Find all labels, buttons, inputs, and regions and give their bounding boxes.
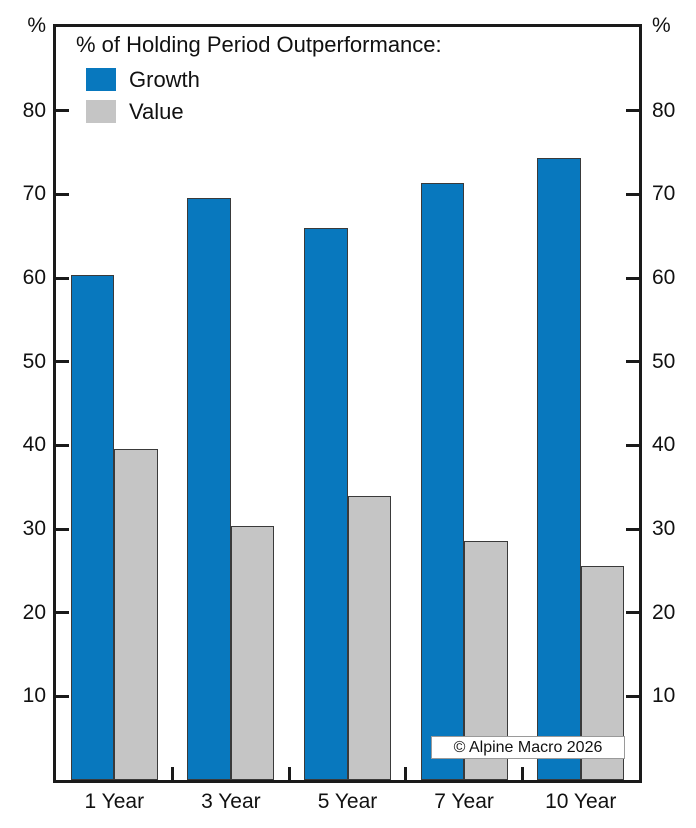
right-axis-label-70: 70	[652, 182, 676, 206]
category-label-7-year: 7 Year	[434, 790, 494, 813]
category-label-10-year: 10 Year	[545, 790, 617, 813]
left-axis-unit-label: %	[27, 14, 46, 37]
category-separator-tick-2	[287, 767, 291, 780]
left-axis-tick-10	[56, 694, 69, 698]
copyright-watermark: © Alpine Macro 2026	[431, 736, 625, 759]
left-axis-tick-30	[56, 527, 69, 531]
value-legend-label: Value	[129, 99, 184, 124]
left-axis-label-30: 30	[22, 517, 46, 540]
growth-legend-label: Growth	[129, 67, 200, 92]
chart-title: % of Holding Period Outperformance:	[76, 32, 442, 57]
left-axis-label-70: 70	[22, 182, 46, 206]
growth-bar-5-year	[304, 227, 348, 780]
category-separator-tick-4	[520, 767, 524, 780]
left-axis-label-20: 20	[22, 600, 46, 624]
right-axis-tick-50	[626, 360, 639, 364]
right-axis-tick-30	[626, 527, 639, 531]
right-axis-label-30: 30	[652, 517, 676, 540]
value-bar-5-year	[347, 495, 391, 780]
left-axis-tick-40	[56, 443, 69, 447]
left-axis-tick-70	[56, 192, 69, 196]
right-axis-label-60: 60	[652, 266, 676, 289]
growth-legend-swatch	[86, 68, 116, 91]
right-axis-unit-label: %	[652, 14, 671, 37]
growth-bar-1-year	[70, 274, 115, 780]
left-axis-tick-20	[56, 611, 69, 615]
left-axis-label-50: 50	[22, 349, 46, 373]
legend: % of Holding Period Outperformance: Grow…	[76, 32, 546, 123]
category-separator-tick-3	[404, 767, 408, 780]
left-axis-tick-60	[56, 276, 69, 280]
legend-item-value: Value	[86, 100, 184, 123]
right-axis-label-80: 80	[652, 98, 676, 122]
growth-bar-3-year	[187, 197, 231, 780]
right-axis-tick-70	[626, 192, 639, 196]
value-bar-1-year	[114, 448, 158, 780]
category-separator-tick-1	[171, 767, 175, 780]
left-axis-tick-80	[56, 109, 69, 113]
right-axis-tick-10	[626, 694, 639, 698]
left-axis-label-80: 80	[22, 98, 46, 122]
left-axis-tick-50	[56, 360, 69, 364]
right-axis-tick-60	[626, 276, 639, 280]
category-label-5-year: 5 Year	[317, 790, 378, 813]
category-label-1-year: 1 Year	[84, 790, 145, 813]
growth-bar-10-year	[537, 157, 581, 780]
right-axis-label-50: 50	[652, 349, 676, 373]
category-label-3-year: 3 Year	[201, 790, 261, 813]
right-axis-tick-40	[626, 443, 639, 447]
left-axis-label-10: 10	[22, 684, 46, 708]
right-axis-tick-20	[626, 611, 639, 615]
left-axis-label-60: 60	[22, 266, 46, 289]
value-legend-swatch	[86, 100, 116, 123]
right-axis-tick-80	[626, 109, 639, 113]
right-axis-label-20: 20	[652, 600, 676, 624]
value-bar-3-year	[230, 525, 275, 780]
left-axis-label-40: 40	[22, 433, 46, 457]
growth-bar-7-year	[420, 182, 465, 780]
legend-item-growth: Growth	[86, 68, 200, 91]
right-axis-label-10: 10	[652, 684, 676, 708]
right-axis-label-40: 40	[652, 433, 676, 457]
